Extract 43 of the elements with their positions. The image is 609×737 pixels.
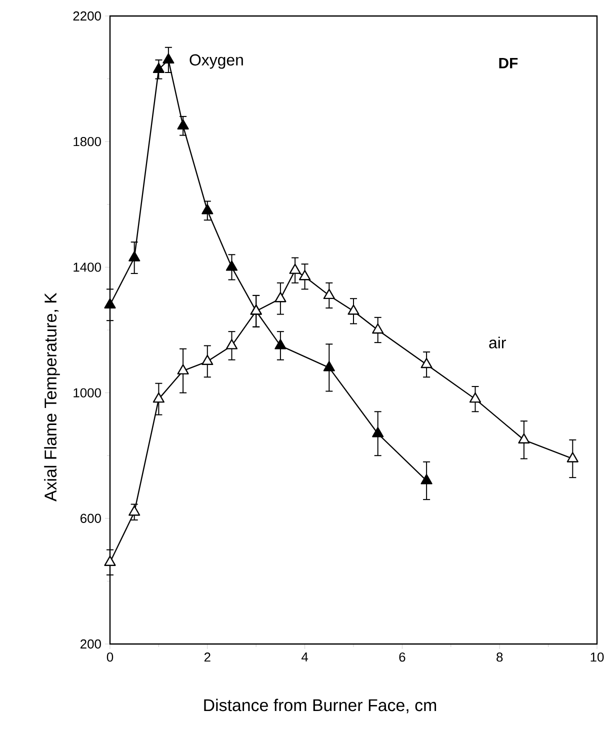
x-tick-label: 6 [399, 652, 406, 662]
point [372, 427, 384, 438]
x-axis-title: Distance from Burner Face, cm [204, 698, 436, 714]
point [202, 354, 214, 365]
point [177, 364, 189, 374]
point [274, 292, 286, 302]
point [104, 556, 116, 566]
point [274, 339, 286, 350]
point [348, 304, 360, 315]
point [323, 361, 335, 372]
point [152, 62, 164, 73]
point [299, 270, 311, 280]
point [202, 204, 214, 214]
point [469, 392, 482, 403]
point [226, 260, 238, 271]
point [128, 251, 140, 262]
x-tick-label: 2 [204, 652, 210, 662]
point [566, 452, 578, 462]
y-tick-label: 600 [80, 514, 101, 523]
x-tick-label: 0 [106, 652, 114, 662]
y-axis-title: Axial Flame Temperature, K [44, 292, 60, 502]
point [420, 474, 432, 484]
text: air [489, 336, 506, 348]
point [323, 288, 335, 300]
y-tick-label: 1400 [74, 262, 101, 272]
x-tick-label: 4 [301, 652, 308, 662]
x-tick-label: 10 [590, 652, 604, 662]
x-tick-label: 8 [496, 652, 503, 662]
point [104, 298, 116, 308]
y-tick-label: 200 [80, 639, 101, 649]
point [226, 339, 238, 350]
point [289, 264, 301, 274]
point [162, 53, 174, 64]
point [518, 433, 530, 444]
point [420, 358, 432, 368]
point [177, 119, 189, 130]
y-tick-label: 1800 [74, 137, 101, 146]
point [152, 392, 164, 403]
point [372, 323, 384, 334]
series-label: Oxygen [190, 54, 243, 69]
annotation: DF [499, 58, 518, 68]
y-tick-label: 2200 [73, 11, 101, 21]
y-tick-label: 1000 [74, 388, 101, 398]
